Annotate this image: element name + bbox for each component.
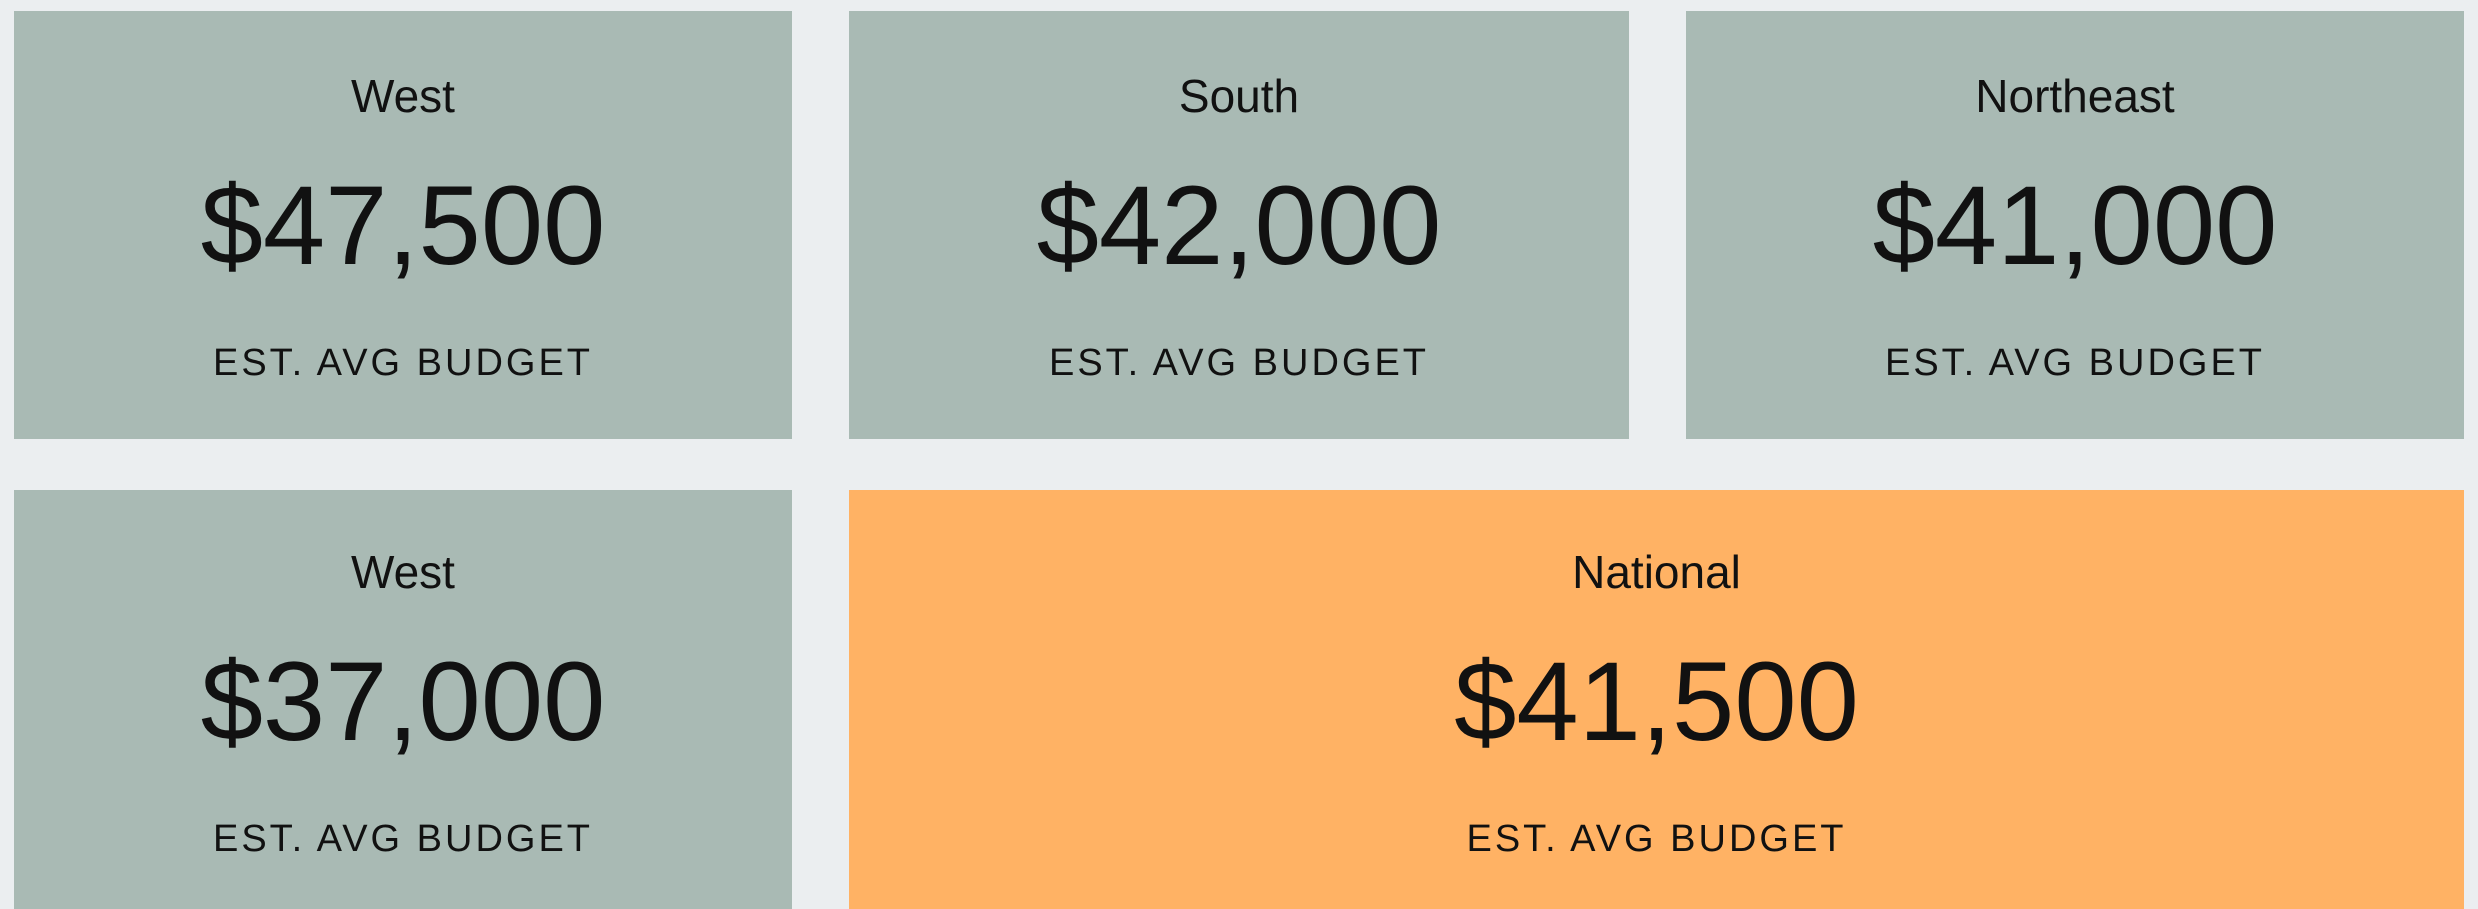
region: South xyxy=(1178,70,1300,122)
amount: $37,000 xyxy=(200,639,606,764)
region: West xyxy=(351,70,455,122)
amount: $41,500 xyxy=(1454,639,1859,764)
region: National xyxy=(1572,546,1741,598)
amount: $42,000 xyxy=(1036,163,1442,288)
budget-card-highlight: National $41,500 EST. AVG BUDGET xyxy=(849,490,2464,909)
budget-card: West $37,000 EST. AVG BUDGET xyxy=(14,490,792,909)
caption: EST. AVG BUDGET xyxy=(1884,342,2266,384)
caption: EST. AVG BUDGET xyxy=(212,342,594,384)
caption: EST. AVG BUDGET xyxy=(1048,342,1430,384)
region: West xyxy=(351,546,455,598)
budget-card: Northeast $41,000 EST. AVG BUDGET xyxy=(1686,11,2464,439)
budget-card: West $47,500 EST. AVG BUDGET xyxy=(14,11,792,439)
region: Northeast xyxy=(1975,70,2175,122)
amount: $47,500 xyxy=(200,163,606,288)
amount: $41,000 xyxy=(1872,163,2278,288)
caption: EST. AVG BUDGET xyxy=(1466,818,1847,860)
caption: EST. AVG BUDGET xyxy=(212,818,594,860)
budget-card: South $42,000 EST. AVG BUDGET xyxy=(849,11,1629,439)
